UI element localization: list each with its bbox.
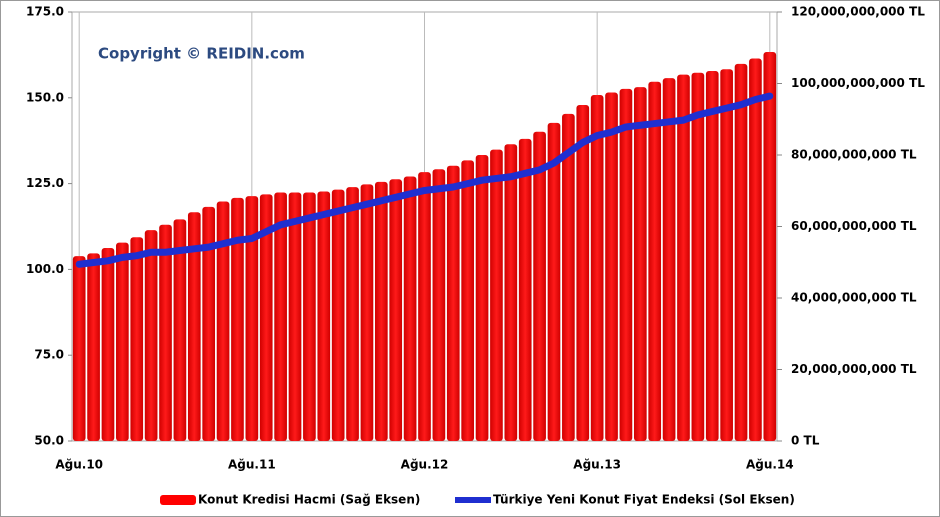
bar [216, 201, 230, 441]
bar [763, 52, 777, 441]
legend-label: Türkiye Yeni Konut Fiyat Endeksi (Sol Ek… [493, 493, 795, 507]
bar [533, 131, 546, 441]
y2-tick-label: 40,000,000,000 TL [791, 291, 917, 305]
bar [360, 184, 374, 441]
bar [504, 144, 518, 441]
bar [720, 69, 733, 441]
bar [475, 155, 489, 441]
bar [734, 63, 748, 442]
bar [605, 92, 618, 441]
bar [677, 74, 690, 441]
bar [518, 138, 532, 441]
x-tick-label: Ağu.13 [573, 458, 621, 472]
annotation: Copyright © REIDIN.com [98, 45, 305, 63]
bar [331, 189, 345, 441]
bar [288, 192, 302, 441]
bar [389, 179, 403, 441]
bar [590, 94, 604, 441]
y-tick-label: 100.0 [26, 262, 64, 276]
bar [187, 212, 201, 441]
bar [562, 113, 575, 441]
y2-tick-label: 120,000,000,000 TL [791, 5, 925, 19]
bar [446, 165, 460, 441]
bar [749, 58, 762, 441]
x-tick-label: Ağu.11 [228, 458, 276, 472]
bar [173, 219, 187, 441]
bar [144, 230, 158, 441]
bar [418, 172, 431, 441]
bar [346, 187, 359, 441]
bar [691, 72, 705, 442]
bar [259, 194, 273, 441]
y-tick-label: 125.0 [26, 176, 64, 190]
bar [303, 192, 316, 441]
line [75, 92, 774, 268]
legend-label: Konut Kredisi Hacmi (Sağ Eksen) [198, 493, 420, 507]
bar [72, 256, 86, 441]
bar [633, 87, 647, 441]
bar [202, 206, 216, 441]
y2-tick-label: 60,000,000,000 TL [791, 219, 917, 233]
bar [705, 70, 719, 442]
bar [619, 88, 633, 442]
y2-tick-label: 100,000,000,000 TL [791, 76, 925, 90]
y-tick-label: 50.0 [34, 434, 64, 448]
y2-tick-label: 80,000,000,000 TL [791, 148, 917, 162]
legend-swatch [160, 495, 196, 505]
bar [648, 81, 662, 442]
bar [87, 253, 100, 441]
bar [432, 169, 446, 442]
bar [116, 242, 129, 441]
y2-tick-label: 20,000,000,000 TL [791, 362, 917, 376]
bar [461, 160, 474, 442]
y-tick-label: 175.0 [26, 5, 64, 19]
bar [547, 122, 561, 441]
x-tick-label: Ağu.14 [746, 458, 794, 472]
x-tick-label: Ağu.10 [55, 458, 103, 472]
bar [576, 104, 590, 441]
bar [274, 192, 287, 441]
bar [375, 181, 388, 441]
bar [317, 191, 331, 441]
bar [490, 149, 503, 441]
bar [403, 176, 417, 441]
y2-tick-label: 0 TL [791, 434, 820, 448]
y-tick-label: 150.0 [26, 90, 64, 104]
y-tick-label: 75.0 [34, 348, 64, 362]
bar [130, 237, 144, 441]
bar [101, 247, 115, 441]
bar [245, 196, 259, 441]
x-tick-label: Ağu.12 [401, 458, 449, 472]
bar [159, 224, 172, 441]
bar [231, 197, 244, 441]
bar [662, 78, 676, 441]
